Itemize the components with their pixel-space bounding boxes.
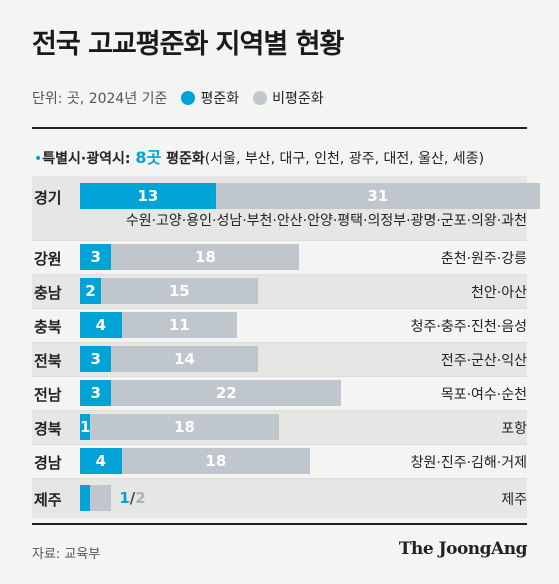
city-list: 전주·군산·익산 — [440, 353, 527, 369]
bullet-icon: • — [34, 151, 43, 167]
row-divider — [32, 274, 527, 275]
metro-note: •특별시·광역시: 8곳 평준화(서울, 부산, 대구, 인천, 광주, 대전,… — [34, 144, 484, 168]
chart-title: 전국 고교평준화 지역별 현황 — [32, 29, 344, 60]
bar-value-non-equalized: 11 — [168, 316, 190, 334]
bar-value-equalized: 2 — [85, 282, 96, 300]
bar-value-non-equalized: 18 — [174, 418, 195, 436]
bar-non-equalized — [111, 244, 300, 270]
bar-equalized — [80, 380, 112, 406]
bar-non-equalized — [111, 346, 258, 372]
bar-value-non-equalized: 15 — [168, 282, 190, 300]
region-label: 강원 — [34, 250, 62, 268]
legend-swatch-equalized — [181, 91, 196, 105]
city-list: 수원·고양·용인·성남·부천·안산·안양·평택·의정부·광명·군포·의왕·과천 — [125, 213, 527, 229]
metro-prefix: 특별시·광역시: — [42, 151, 136, 167]
bottom-rule — [32, 523, 527, 525]
unit-label: 단위: 곳, 2024년 기준 — [32, 91, 168, 107]
bar-non-equalized — [90, 414, 279, 440]
bar-value-non-equalized: 14 — [174, 350, 195, 368]
region-label: 경북 — [34, 420, 62, 438]
region-label: 경기 — [34, 189, 62, 207]
city-list: 포항 — [501, 421, 527, 437]
region-label: 제주 — [34, 491, 62, 509]
legend-label-non-equalized: 비평준화 — [272, 91, 324, 107]
bar-value-non-equalized: 31 — [367, 187, 389, 205]
city-list: 천안·아산 — [471, 285, 527, 301]
bar-equalized — [80, 448, 122, 474]
row-divider — [32, 240, 527, 241]
city-list: 춘천·원주·강릉 — [440, 251, 527, 267]
bar-non-equalized — [90, 485, 112, 511]
row-shade — [32, 478, 527, 518]
bar-value-non-equalized: 18 — [205, 452, 227, 470]
region-label: 전북 — [34, 352, 62, 370]
city-list: 목포·여수·순천 — [440, 387, 527, 403]
bar-value-non-equalized: 22 — [215, 384, 237, 402]
metro-count: 8곳 — [135, 148, 162, 167]
bar-non-equalized — [121, 312, 237, 338]
bar-non-equalized — [121, 448, 310, 474]
bar-value-equalized: 4 — [95, 316, 107, 334]
brand-logo: The JoongAng — [398, 539, 528, 559]
bar-equalized — [80, 183, 216, 209]
legend-swatch-non-equalized — [253, 91, 268, 105]
bar-equalized — [80, 278, 101, 304]
bar-value-equalized: 4 — [95, 452, 107, 470]
row-divider — [32, 342, 527, 343]
city-list: 청주·충주·진천·음성 — [410, 319, 527, 335]
bar-non-equalized — [111, 380, 342, 406]
bar-value-non-equalized: 18 — [194, 248, 216, 266]
row-divider — [32, 376, 527, 377]
row-divider — [32, 444, 527, 445]
legend: 단위: 곳, 2024년 기준 평준화 비평준화 — [32, 88, 324, 108]
bar-equalized — [80, 414, 91, 440]
region-label: 경남 — [34, 454, 62, 472]
metro-detail: (서울, 부산, 대구, 인천, 광주, 대전, 울산, 세종) — [204, 151, 485, 167]
metro-label: 평준화 — [161, 151, 205, 167]
bar-equalized — [80, 346, 112, 372]
source-note: 자료: 교육부 — [32, 547, 101, 562]
bar-equalized — [80, 485, 91, 511]
bar-value-equalized: 3 — [90, 350, 101, 368]
region-label: 충남 — [34, 284, 62, 302]
row-divider — [32, 410, 527, 411]
legend-label-equalized: 평준화 — [200, 91, 240, 107]
bar-non-equalized — [215, 183, 540, 209]
bar-value-equalized: 1 — [80, 418, 91, 436]
row-divider — [32, 478, 527, 479]
city-list: 창원·진주·김해·거제 — [410, 455, 527, 471]
bar-value-equalized: 3 — [90, 248, 101, 266]
top-rule — [32, 127, 527, 129]
region-label: 충북 — [34, 318, 62, 336]
bar-equalized — [80, 312, 122, 338]
row-divider — [32, 308, 527, 309]
region-label: 전남 — [34, 386, 62, 404]
bar-equalized — [80, 244, 112, 270]
bar-value-fraction: 1/2 — [119, 489, 146, 507]
bar-value-equalized: 13 — [137, 187, 159, 205]
bar-non-equalized — [100, 278, 258, 304]
city-list: 제주 — [501, 492, 527, 508]
bar-value-equalized: 3 — [90, 384, 101, 402]
